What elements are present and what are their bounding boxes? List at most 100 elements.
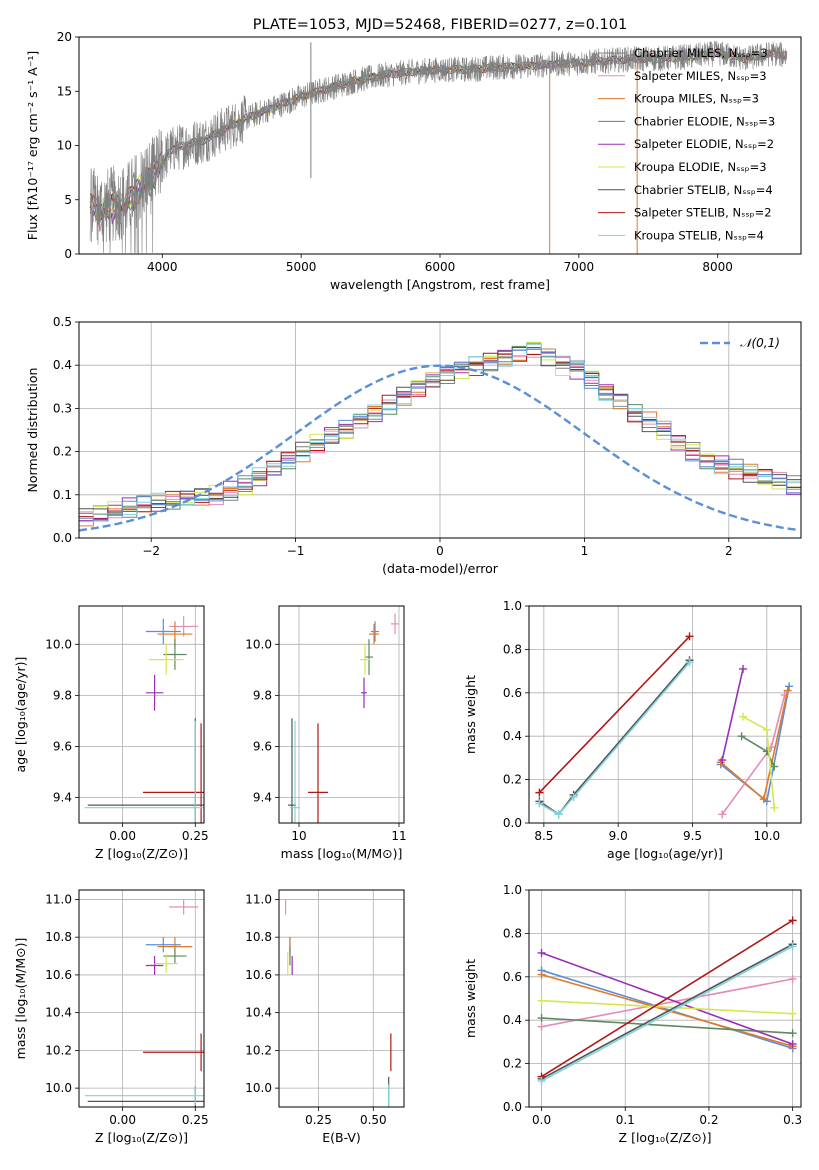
panel-z-weight: 0.0 0.1 0.2 0.3 0.0 0.2 0.4 0.6 0.8 1.0 Z [log₁₀(Z… [463,883,802,1145]
series-line [541,999,793,1015]
legend-label: Kroupa STELIB, Nₛₛₚ=4 [634,228,764,242]
y-axis-label: mass weight [463,959,478,1038]
y-tick-label: 0 [64,247,72,261]
y-tick-label: 1.0 [503,599,522,613]
axes-frame [78,36,802,255]
data-point [535,788,544,797]
y-tick-label: 10.2 [45,1043,72,1057]
y-tick-label: 0.1 [53,488,72,502]
x-tick-label: 0.25 [182,1113,209,1127]
data-point [788,1029,797,1038]
x-axis-label: (data-model)/error [382,561,499,576]
x-tick-label: 8.5 [534,829,553,843]
y-tick-label: 10.8 [245,930,272,944]
x-tick-label: 0.3 [783,1113,802,1127]
x-tick-label: 0 [436,544,444,558]
data-point [770,803,779,812]
data-point [783,686,792,695]
x-axis-label: wavelength [Angstrom, rest frame] [330,277,550,292]
data-point [569,792,578,801]
y-tick-label: 10.6 [45,968,72,982]
y-tick-label: 10.8 [45,930,72,944]
legend-label: Kroupa MILES, Nₛₛₚ=3 [634,92,759,106]
series-line [539,661,691,816]
data-line [89,40,788,254]
histogram-series [79,348,801,522]
y-tick-label: 0.6 [503,686,522,700]
y-tick-label: 0.8 [503,642,522,656]
data-point [685,632,694,641]
y-axis-label: mass [log₁₀(M/M⊙)] [13,938,28,1060]
legend-label: Salpeter STELIB, Nₛₛₚ=2 [634,206,772,220]
y-tick-label: 1.0 [503,883,522,897]
histogram-series [79,353,801,521]
histogram-series [79,352,801,520]
legend-label: Kroupa ELODIE, Nₛₛₚ=3 [634,160,767,174]
data-point [762,725,771,734]
legend-label: Chabrier ELODIE, Nₛₛₚ=3 [634,114,775,128]
axes-frame [278,605,405,824]
data-point [788,942,797,951]
series-line [538,659,691,816]
x-tick-label: 10 [291,829,306,843]
y-tick-label: 0.8 [503,926,522,940]
y-tick-label: 0.0 [503,816,522,830]
y-axis-label: Normed distribution [25,368,40,493]
x-tick-label: 0.2 [699,1113,718,1127]
legend-label: Chabrier MILES, Nₛₛₚ=3 [634,46,768,60]
x-axis-label: mass [log₁₀(M/M⊙)] [281,846,403,861]
reference-gaussian [79,364,799,532]
series-line [541,969,793,1050]
y-tick-label: 9.6 [53,739,72,753]
data-point [537,948,546,957]
y-tick-label: 10 [57,139,72,153]
y-tick-label: 0.3 [53,401,72,415]
data-point [535,799,544,808]
y-tick-label: 10.4 [245,1006,272,1020]
data-point [718,810,727,819]
x-tick-label: 0.1 [616,1113,635,1127]
panel-z-mass: 0.00 0.25 10.0 10.2 10.4 10.6 10.8 11.0 Z [log₁₀… [13,889,209,1145]
y-tick-label: 0.0 [53,531,72,545]
y-tick-label: 0.6 [503,970,522,984]
legend-label: Salpeter ELODIE, Nₛₛₚ=2 [634,137,774,151]
x-tick-label: 1 [581,544,589,558]
x-tick-label: 0.25 [305,1113,332,1127]
x-tick-label: 2 [725,544,733,558]
y-tick-label: 10.0 [245,637,272,651]
x-tick-label: 0.25 [182,829,209,843]
y-axis-label: mass weight [463,675,478,754]
panel-z-age: 0.00 0.25 9.4 9.6 9.8 10.0 Z [log₁₀(Z/Z⊙)] age … [13,605,209,861]
data-point [537,1014,546,1023]
histogram-series [79,347,801,522]
y-tick-label: 10.6 [245,968,272,982]
y-tick-label: 0.2 [503,1057,522,1071]
x-tick-label: 11 [391,829,406,843]
y-tick-label: 0.4 [503,729,522,743]
data-point [537,1076,546,1085]
y-tick-label: 10.0 [45,637,72,651]
y-tick-label: 11.0 [45,892,72,906]
data-point [759,795,768,804]
data-point [770,762,779,771]
x-tick-label: 9.0 [609,829,628,843]
series-line [541,1017,793,1034]
y-tick-label: 15 [57,84,72,98]
y-tick-label: 0.0 [503,1100,522,1114]
data-point [739,664,748,673]
y-tick-label: 0.2 [53,445,72,459]
x-tick-label: −2 [142,544,160,558]
x-axis-label: age [log₁₀(age/yr)] [607,846,723,861]
y-tick-label: 10.0 [45,1081,72,1095]
data-point [718,756,727,765]
x-tick-label: 0.50 [360,1113,387,1127]
histogram-series [79,347,801,516]
y-tick-label: 10.4 [45,1006,72,1020]
y-tick-label: 9.4 [53,790,72,804]
data-point [537,1022,546,1031]
series-line [541,919,794,1078]
data-point [739,712,748,721]
data-point [737,732,746,741]
x-tick-label: 0.0 [532,1113,551,1127]
series-line [721,668,744,761]
